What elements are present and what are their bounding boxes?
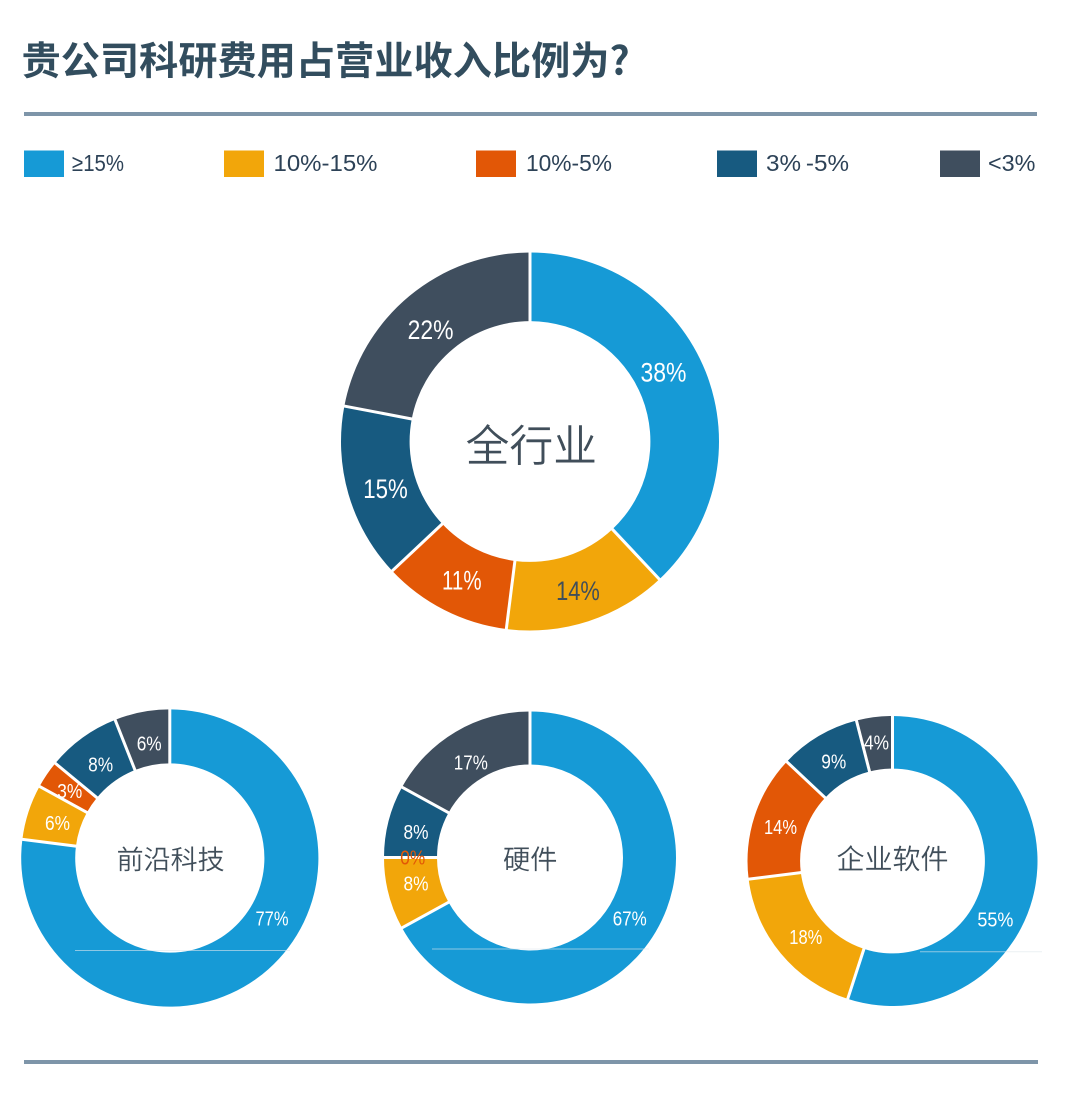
svg-text:≥15%: ≥15%	[72, 150, 124, 176]
svg-text:17%: 17%	[454, 751, 488, 774]
svg-text:22%: 22%	[408, 315, 454, 345]
svg-text:14%: 14%	[764, 816, 797, 839]
svg-text:9%: 9%	[821, 750, 846, 773]
svg-text:3%: 3%	[57, 780, 82, 803]
svg-text:4%: 4%	[864, 731, 889, 754]
svg-text:11%: 11%	[442, 565, 482, 595]
svg-text:6%: 6%	[45, 812, 70, 835]
svg-text:10%-15%: 10%-15%	[274, 150, 378, 176]
svg-text:14%: 14%	[556, 576, 600, 606]
svg-text:15%: 15%	[363, 474, 408, 504]
svg-text:0%: 0%	[400, 846, 425, 869]
svg-text:3% -5%: 3% -5%	[766, 150, 849, 176]
svg-text:6%: 6%	[137, 732, 162, 755]
svg-text:8%: 8%	[88, 754, 113, 777]
svg-text:18%: 18%	[789, 926, 822, 949]
svg-text:55%: 55%	[977, 908, 1013, 931]
svg-text:38%: 38%	[641, 357, 687, 387]
svg-text:10%-5%: 10%-5%	[526, 150, 612, 176]
svg-text:<3%: <3%	[988, 150, 1036, 176]
svg-text:67%: 67%	[613, 908, 647, 931]
svg-text:8%: 8%	[404, 821, 429, 844]
svg-text:77%: 77%	[256, 908, 289, 931]
svg-text:8%: 8%	[404, 873, 429, 896]
